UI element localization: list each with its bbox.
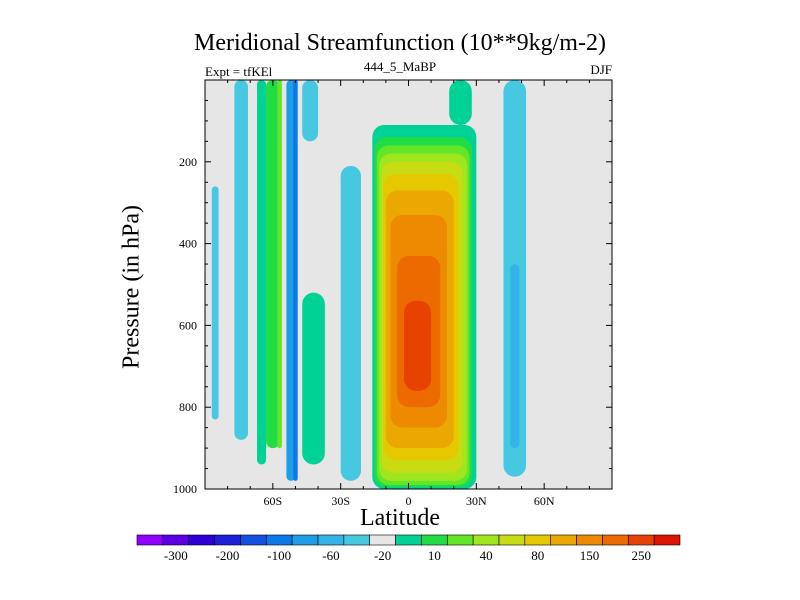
y-tick-label: 1000 [173, 482, 197, 496]
colorbar-swatch [291, 534, 319, 546]
y-tick-label: 200 [179, 155, 197, 169]
y-tick-label: 400 [179, 237, 197, 251]
y-tick-label: 800 [179, 400, 197, 414]
colorbar-swatch [214, 534, 241, 546]
colorbar-swatch [240, 534, 267, 546]
colorbar-label: -60 [322, 548, 339, 563]
contour-region [340, 165, 362, 481]
colorbar-label: -200 [216, 548, 240, 563]
colorbar-swatch [498, 534, 526, 546]
colorbar-label: 80 [531, 548, 544, 563]
colorbar-swatch [653, 534, 681, 546]
colorbar-label: -20 [374, 548, 391, 563]
experiment-label: Expt = tfKEl [205, 64, 273, 79]
colorbar-swatch [421, 534, 448, 546]
contour-region [449, 80, 472, 125]
x-tick-label: 30N [466, 494, 487, 508]
colorbar-label: 250 [631, 548, 651, 563]
colorbar-swatch [627, 534, 655, 546]
contour-region [234, 80, 248, 440]
chart-title: Meridional Streamfunction (10**9kg/m-2) [194, 30, 606, 56]
contour-region [510, 264, 520, 449]
colorbar-swatch [446, 534, 474, 546]
colorbar-swatch [136, 534, 164, 546]
colorbar-swatch [265, 534, 293, 546]
contour-region [302, 80, 319, 142]
colorbar-swatch [524, 534, 552, 546]
colorbar-swatch [162, 534, 190, 546]
colorbar-swatch [369, 534, 396, 546]
contour-region [211, 186, 219, 420]
contour-region [277, 80, 282, 449]
contour-region [266, 80, 280, 449]
case-label: 444_5_MaBP [363, 59, 437, 74]
colorbar: -300 -200 -100 -60 -20 10 40 80 150 250 [136, 534, 681, 563]
contour-region [403, 300, 432, 391]
x-axis-label: Latitude [360, 505, 440, 531]
colorbar-label: 10 [428, 548, 441, 563]
x-tick-label: 60S [263, 494, 282, 508]
colorbar-swatch [576, 534, 603, 546]
axes: 200 400 600 800 1000 60S 30S 0 30N 60N [173, 79, 613, 508]
x-tick-label: 30S [331, 494, 350, 508]
colorbar-swatch [395, 534, 422, 546]
plot-area [205, 80, 612, 490]
contour-region [257, 80, 267, 465]
x-tick-label: 0 [406, 494, 412, 508]
colorbar-swatch [602, 534, 629, 546]
colorbar-label: 150 [580, 548, 600, 563]
colorbar-swatch [472, 534, 500, 546]
y-tick-label: 600 [179, 318, 197, 332]
colorbar-label: 40 [480, 548, 493, 563]
colorbar-label: -100 [267, 548, 291, 563]
contour-region [293, 80, 298, 481]
x-tick-label: 60N [534, 494, 555, 508]
colorbar-label: -300 [164, 548, 188, 563]
colorbar-swatch [343, 534, 371, 546]
colorbar-swatch [550, 534, 577, 546]
colorbar-swatch [188, 534, 215, 546]
contour-region [302, 292, 325, 465]
colorbar-swatch [317, 534, 345, 546]
season-label: DJF [590, 62, 612, 77]
